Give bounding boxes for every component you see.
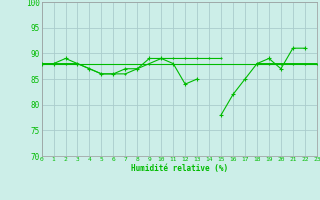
X-axis label: Humidité relative (%): Humidité relative (%) — [131, 164, 228, 173]
